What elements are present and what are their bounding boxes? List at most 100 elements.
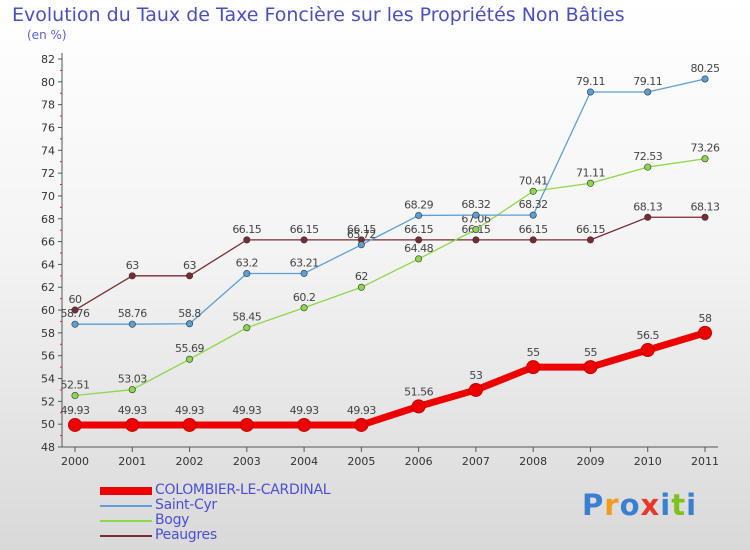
data-label-colombier-le-cardinal: 53 xyxy=(469,369,482,382)
y-tick-label: 74 xyxy=(41,144,55,157)
data-point-bogy xyxy=(71,392,79,400)
data-label-saint-cyr: 68.32 xyxy=(461,198,490,211)
data-label-saint-cyr: 80.25 xyxy=(691,62,720,75)
data-point-peaugres xyxy=(128,272,136,280)
y-tick-label: 64 xyxy=(41,258,55,271)
data-label-colombier-le-cardinal: 51.56 xyxy=(404,385,433,398)
data-point-colombier-le-cardinal xyxy=(125,417,140,432)
data-label-bogy: 62 xyxy=(355,270,368,283)
data-point-saint-cyr xyxy=(472,211,480,219)
data-label-saint-cyr: 68.29 xyxy=(404,198,433,211)
series-line-colombier-le-cardinal xyxy=(75,329,707,429)
data-point-saint-cyr xyxy=(644,88,652,96)
y-tick-label: 80 xyxy=(41,76,55,89)
x-tick-label: 2003 xyxy=(233,455,261,468)
logo-letter: o xyxy=(619,488,641,522)
logo-letter: t xyxy=(671,488,687,522)
data-label-peaugres: 66.15 xyxy=(404,223,433,236)
data-point-saint-cyr xyxy=(186,320,194,328)
data-point-bogy xyxy=(472,225,480,233)
data-point-peaugres xyxy=(472,236,480,244)
data-label-bogy: 64.48 xyxy=(404,242,433,255)
data-label-peaugres: 66.15 xyxy=(290,223,319,236)
data-point-saint-cyr xyxy=(701,75,709,83)
data-point-peaugres xyxy=(71,306,79,314)
legend-label-colombier: COLOMBIER-LE-CARDINAL xyxy=(155,482,331,498)
data-point-bogy xyxy=(701,155,709,163)
y-tick-label: 54 xyxy=(41,373,55,386)
data-point-colombier-le-cardinal xyxy=(411,399,426,414)
data-point-saint-cyr xyxy=(243,270,251,278)
data-point-saint-cyr xyxy=(529,211,537,219)
data-point-colombier-le-cardinal xyxy=(640,343,655,357)
legend-label-bogy: Bogy xyxy=(155,512,190,528)
x-tick-label: 2000 xyxy=(61,455,89,468)
legend-swatch-peaugres xyxy=(100,535,152,537)
data-label-bogy: 73.26 xyxy=(691,142,720,155)
y-tick-label: 48 xyxy=(41,441,55,454)
y-tick-label: 66 xyxy=(41,236,55,249)
x-tick-label: 2007 xyxy=(462,455,490,468)
data-point-peaugres xyxy=(701,213,709,221)
data-point-colombier-le-cardinal xyxy=(182,417,197,432)
y-tick-label: 68 xyxy=(41,213,55,226)
data-label-peaugres: 68.13 xyxy=(633,200,662,213)
data-label-saint-cyr: 79.11 xyxy=(576,75,605,88)
data-label-saint-cyr: 68.32 xyxy=(519,198,548,211)
data-point-colombier-le-cardinal xyxy=(583,360,598,375)
data-label-bogy: 52.51 xyxy=(61,379,90,392)
data-label-peaugres: 63 xyxy=(183,259,196,272)
y-tick-label: 52 xyxy=(41,395,55,408)
data-label-bogy: 53.03 xyxy=(118,373,147,386)
data-point-bogy xyxy=(529,187,537,195)
data-point-bogy xyxy=(357,283,365,291)
data-point-bogy xyxy=(128,386,136,394)
chart-unit-label: (en %) xyxy=(27,28,67,42)
data-label-colombier-le-cardinal: 49.93 xyxy=(290,404,319,417)
data-point-peaugres xyxy=(243,236,251,244)
data-label-saint-cyr: 65.72 xyxy=(347,228,376,241)
y-tick-label: 72 xyxy=(41,167,55,180)
data-label-colombier-le-cardinal: 49.93 xyxy=(118,404,147,417)
legend-swatch-bogy xyxy=(100,520,152,522)
data-point-bogy xyxy=(644,163,652,171)
chart-title: Evolution du Taux de Taxe Foncière sur l… xyxy=(12,4,625,26)
x-tick-label: 2010 xyxy=(634,455,662,468)
data-point-peaugres xyxy=(529,236,537,244)
proxiti-logo: Proxiti xyxy=(582,488,697,522)
x-tick-label: 2008 xyxy=(519,455,547,468)
data-label-colombier-le-cardinal: 49.93 xyxy=(175,404,204,417)
data-point-colombier-le-cardinal xyxy=(297,417,312,432)
data-label-saint-cyr: 63.21 xyxy=(290,256,319,269)
data-point-colombier-le-cardinal xyxy=(468,382,483,397)
logo-letter: i xyxy=(660,488,672,522)
logo-letter: i xyxy=(686,488,698,522)
data-point-peaugres xyxy=(586,236,594,244)
series-line-saint-cyr xyxy=(75,78,706,325)
data-label-peaugres: 60 xyxy=(69,293,82,306)
x-tick-label: 2002 xyxy=(176,455,204,468)
data-label-saint-cyr: 79.11 xyxy=(633,75,662,88)
data-point-peaugres xyxy=(415,236,423,244)
data-label-bogy: 60.2 xyxy=(293,291,316,304)
data-label-bogy: 72.53 xyxy=(633,150,662,163)
data-point-peaugres xyxy=(300,236,308,244)
y-tick-label: 76 xyxy=(41,121,55,134)
data-label-bogy: 71.11 xyxy=(576,166,605,179)
data-point-peaugres xyxy=(644,213,652,221)
y-tick-label: 58 xyxy=(41,327,55,340)
legend-swatch-saint-cyr xyxy=(100,505,152,507)
logo-letter: r xyxy=(604,488,620,522)
data-point-bogy xyxy=(186,355,194,363)
y-tick-label: 82 xyxy=(41,53,55,66)
data-label-saint-cyr: 63.2 xyxy=(236,257,259,270)
x-tick-label: 2004 xyxy=(290,455,318,468)
data-label-peaugres: 66.15 xyxy=(519,223,548,236)
data-point-bogy xyxy=(300,304,308,312)
data-label-colombier-le-cardinal: 56.5 xyxy=(636,329,659,342)
data-label-saint-cyr: 58.76 xyxy=(61,307,90,320)
x-tick-label: 2001 xyxy=(118,455,146,468)
y-tick-label: 60 xyxy=(41,304,55,317)
